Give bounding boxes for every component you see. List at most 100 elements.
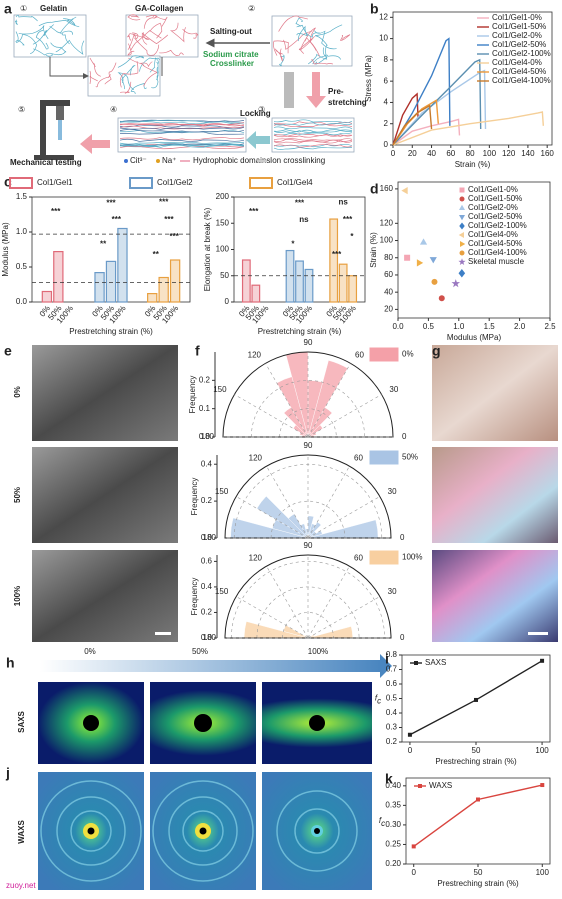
theta-tick-label: 0 [402,432,407,441]
y-axis-label: Frequency [190,478,199,516]
line [392,37,451,146]
bar [304,268,314,303]
point [540,783,545,788]
step-number: ⑤ [18,105,25,114]
schematic-legend: Na⁺ [162,156,176,165]
fibre [127,14,141,21]
step-number: ① [20,4,27,13]
point [416,259,424,267]
bar [41,290,53,303]
spoke [234,394,309,438]
fibre [273,122,353,126]
legend-label: Col1/Gel1-50% [492,22,546,31]
theta-tick-label: 0 [400,533,405,542]
step-number: ④ [110,105,117,114]
network-box [13,14,87,58]
fibre [119,129,245,133]
schematic-label: Gelatin [40,4,67,13]
legend-label: Col1/Gel4-0% [468,230,518,239]
legend-label: 0% [402,350,414,359]
fibre [339,34,351,41]
legend-marker [460,241,466,247]
network-box [87,55,161,97]
fibre [273,139,353,144]
theta-tick-label: 0 [400,633,405,642]
x-tick-label: 50 [474,868,483,877]
legend-label: Col1/Gel2-0% [492,31,542,40]
y-tick-label: 0.8 [386,650,398,659]
strain-label: 0% [84,647,96,656]
fibre [314,47,328,65]
fibre [273,126,353,130]
step-number: ③ [258,105,265,114]
y-tick-label: 8 [384,55,389,64]
y-tick-label: 100 [380,236,394,245]
x-tick-label: 20 [408,149,417,158]
fibre [169,22,186,43]
fibre [130,83,147,95]
x-tick-label: 0.5 [423,322,435,331]
legend-label: Col1/Gel1 [37,178,73,187]
y-tick-label: 50 [220,271,229,280]
fibre [140,62,159,87]
fibre [182,28,199,39]
theta-tick-label: 180 [203,533,217,542]
panel-label: b [370,1,379,17]
wedge [256,495,309,539]
x-tick-label: 1.5 [484,322,496,331]
fibre [35,30,49,50]
x-tick-label: 120 [502,149,516,158]
x-axis-label: Strain (%) [455,160,491,169]
legend-label: Col1/Gel2-0% [468,203,518,212]
fibre [273,147,353,150]
grid-arc [251,380,365,438]
spoke [307,394,382,438]
line [392,69,487,146]
spoke [266,565,309,639]
schematic: ① Gelatin GA-Collagen ② Salting-out Sodi… [10,4,367,167]
x-tick-label: 100 [536,868,550,877]
line [413,784,543,847]
y-tick-label: 0.2 [201,608,213,617]
point [540,658,545,663]
legend-label: Col1/Gel2-50% [492,40,546,49]
arrow [306,72,326,108]
fibre [156,61,159,81]
y-tick-label: 4 [384,98,389,107]
legend-marker [414,661,418,665]
spoke [307,565,350,639]
fibre [295,17,303,27]
fibre [119,122,245,126]
fibre [119,119,245,123]
panel-label: d [370,181,379,197]
grid-arc [279,408,337,438]
point [401,187,408,195]
legend-icon [124,159,128,163]
bar [338,263,348,303]
wedge [293,424,309,438]
point [474,697,478,702]
y-tick-label: 1.0 [16,227,28,236]
legend-label: Col1/Gel4-0% [492,58,542,67]
fibre [134,37,160,56]
legend-swatch [369,550,399,565]
network-box [271,15,353,67]
line [392,104,433,146]
y-tick-label: 0.4 [201,459,213,468]
fibre [50,42,67,56]
fibre [95,74,111,88]
fibre [273,138,353,141]
legend-marker [418,784,422,788]
legend-marker [459,204,465,210]
fibre [273,144,353,148]
significance-label: *** [332,250,342,259]
outer-arc [222,351,394,438]
photo [432,345,558,441]
y-tick-label: 0.4 [386,708,398,717]
row-label: SAXS [17,710,26,732]
row-label: WAXS [17,820,26,844]
y-tick-label: 0.5 [386,694,398,703]
outer-arc [224,554,392,639]
significance-label: * [291,239,295,248]
panel-label: j [5,765,10,781]
